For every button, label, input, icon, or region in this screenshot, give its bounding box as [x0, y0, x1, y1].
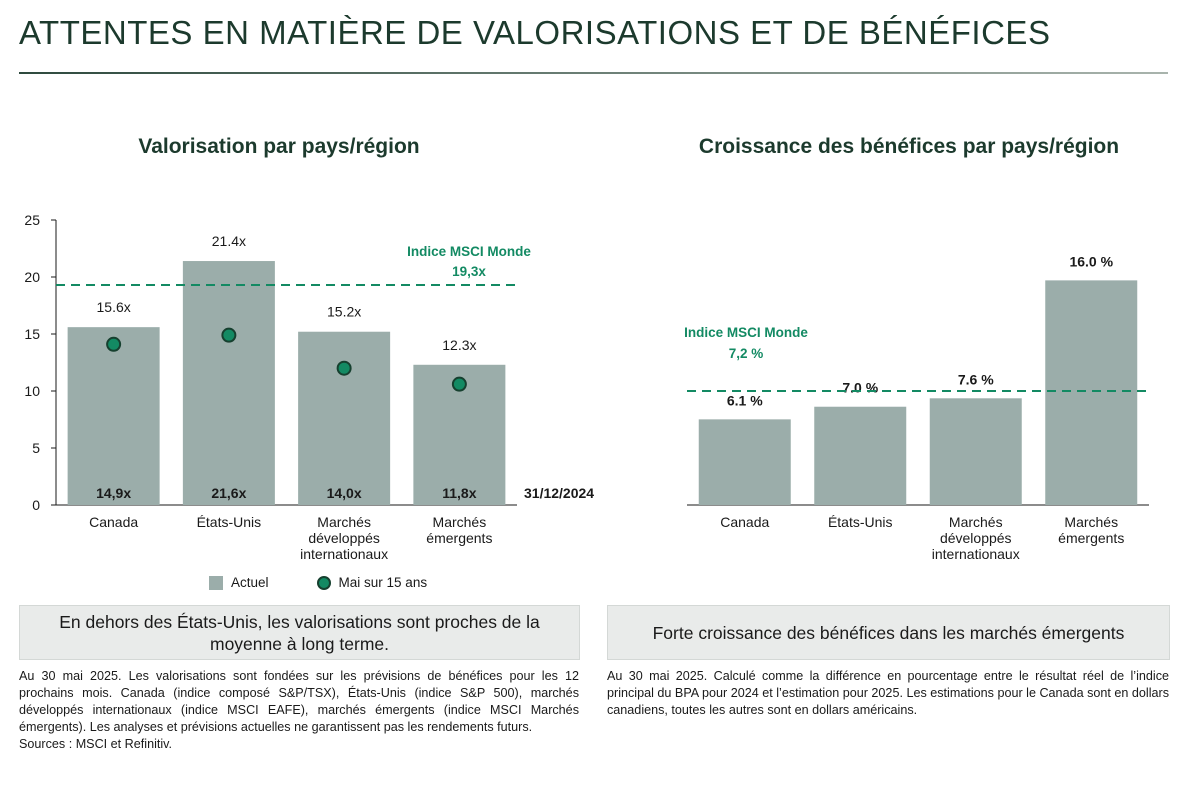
left-y-tick-label: 0 — [32, 497, 40, 513]
right-category-label: Canada — [720, 514, 769, 530]
charts-canvas: 0 5 10 15 20 25 15.6x 14,9x Canada 21.4x 21,6x État… — [24, 212, 1149, 562]
left-average-dot — [106, 336, 122, 352]
left-average-dot — [451, 376, 467, 392]
left-y-tick-label: 10 — [24, 383, 40, 399]
left-bar-value-label: 21.4x — [212, 233, 246, 249]
left-bar-value-label: 15.6x — [97, 299, 131, 315]
right-bar — [929, 398, 1022, 505]
left-category-label: émergents — [426, 530, 492, 546]
right-category-label: développés — [940, 530, 1012, 546]
left-bar — [182, 261, 275, 505]
left-category-label: Marchés — [433, 514, 487, 530]
left-bar-bottom-label: 14,0x — [327, 485, 362, 501]
left-y-tick-label: 25 — [24, 212, 40, 228]
right-footnote: Au 30 mai 2025. Calculé comme la différe… — [607, 669, 1169, 717]
right-reference-value: 7,2 % — [729, 346, 764, 361]
left-reference-label: Indice MSCI Monde — [407, 244, 531, 259]
left-reference-value: 19,3x — [452, 264, 486, 279]
right-category-label: Marchés — [1064, 514, 1118, 530]
right-bar — [814, 406, 907, 505]
right-chart-title: Croissance des bénéfices par pays/région — [698, 135, 1120, 158]
left-average-dot — [221, 327, 237, 343]
left-bar-bottom-label: 11,8x — [442, 485, 476, 501]
right-bar — [698, 419, 791, 505]
legend-bar-swatch — [209, 575, 223, 590]
left-bar — [298, 331, 391, 505]
left-bar-bottom-label: 21,6x — [211, 485, 246, 501]
left-bar — [67, 327, 160, 505]
right-category-label: États-Unis — [828, 514, 893, 530]
left-y-tick-label: 15 — [24, 326, 40, 342]
left-category-label: Marchés — [317, 514, 371, 530]
left-category-label: développés — [308, 530, 380, 546]
left-chart-legend: Actuel Mai sur 15 ans — [209, 575, 427, 590]
left-chart-title: Valorisation par pays/région — [138, 135, 420, 158]
left-footnote-sources: Sources : MSCI et Refinitiv. — [19, 737, 173, 751]
left-average-dot — [336, 360, 352, 376]
right-category-label: internationaux — [932, 546, 1020, 562]
left-category-label: internationaux — [300, 546, 388, 562]
right-bar — [1045, 280, 1138, 505]
title-rule — [19, 72, 1168, 74]
right-reference-label: Indice MSCI Monde — [684, 325, 808, 340]
right-category-label: émergents — [1058, 530, 1124, 546]
left-category-label: Canada — [89, 514, 138, 530]
right-bar-value-label: 7.0 % — [842, 380, 878, 396]
right-category-label: Marchés — [949, 514, 1003, 530]
left-footnote-text: Au 30 mai 2025. Les valorisations sont f… — [19, 669, 579, 734]
left-category-label: États-Unis — [197, 514, 262, 530]
left-y-tick-label: 20 — [24, 269, 40, 285]
left-bar-value-label: 15.2x — [327, 304, 361, 320]
legend-dot-label: Mai sur 15 ans — [338, 575, 428, 590]
left-callout: En dehors des États-Unis, les valorisati… — [19, 605, 580, 660]
page-title: ATTENTES EN MATIÈRE DE VALORISATIONS ET … — [19, 14, 1051, 51]
left-bar-value-label: 12.3x — [442, 337, 476, 353]
right-bar-value-label: 6.1 % — [727, 392, 763, 408]
left-date-label: 31/12/2024 — [524, 485, 594, 501]
legend-bar-label: Actuel — [231, 575, 269, 590]
right-bar-value-label: 16.0 % — [1069, 253, 1113, 269]
legend-dot-swatch — [316, 575, 331, 590]
right-callout: Forte croissance des bénéfices dans les … — [607, 605, 1170, 660]
left-footnote: Au 30 mai 2025. Les valorisations sont f… — [19, 668, 579, 753]
left-y-tick-label: 5 — [32, 440, 40, 456]
left-bar-bottom-label: 14,9x — [96, 485, 131, 501]
right-bar-value-label: 7.6 % — [958, 371, 994, 387]
